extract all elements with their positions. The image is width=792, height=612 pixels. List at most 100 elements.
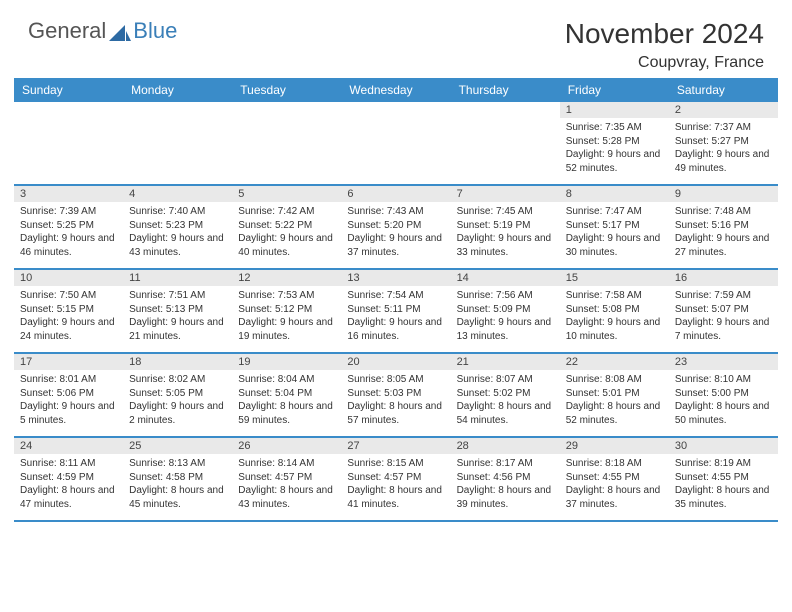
daylight-text: Daylight: 8 hours and 54 minutes. (457, 400, 554, 427)
day-cell: 12Sunrise: 7:53 AMSunset: 5:12 PMDayligh… (232, 270, 341, 352)
sunrise-text: Sunrise: 8:10 AM (675, 373, 772, 387)
day-number: 4 (123, 186, 232, 202)
day-cell: 21Sunrise: 8:07 AMSunset: 5:02 PMDayligh… (451, 354, 560, 436)
day-cell: 26Sunrise: 8:14 AMSunset: 4:57 PMDayligh… (232, 438, 341, 520)
day-number: 8 (560, 186, 669, 202)
day-content: Sunrise: 7:50 AMSunset: 5:15 PMDaylight:… (14, 286, 123, 343)
sunset-text: Sunset: 5:15 PM (20, 303, 117, 317)
day-cell: 14Sunrise: 7:56 AMSunset: 5:09 PMDayligh… (451, 270, 560, 352)
daylight-text: Daylight: 9 hours and 24 minutes. (20, 316, 117, 343)
sunset-text: Sunset: 5:04 PM (238, 387, 335, 401)
sunset-text: Sunset: 5:00 PM (675, 387, 772, 401)
day-cell: 30Sunrise: 8:19 AMSunset: 4:55 PMDayligh… (669, 438, 778, 520)
day-cell: 18Sunrise: 8:02 AMSunset: 5:05 PMDayligh… (123, 354, 232, 436)
sunrise-text: Sunrise: 7:50 AM (20, 289, 117, 303)
sunset-text: Sunset: 5:08 PM (566, 303, 663, 317)
day-cell: 11Sunrise: 7:51 AMSunset: 5:13 PMDayligh… (123, 270, 232, 352)
sunset-text: Sunset: 4:56 PM (457, 471, 554, 485)
day-cell: 16Sunrise: 7:59 AMSunset: 5:07 PMDayligh… (669, 270, 778, 352)
sunrise-text: Sunrise: 8:01 AM (20, 373, 117, 387)
day-cell: 13Sunrise: 7:54 AMSunset: 5:11 PMDayligh… (341, 270, 450, 352)
daylight-text: Daylight: 9 hours and 5 minutes. (20, 400, 117, 427)
daylight-text: Daylight: 9 hours and 19 minutes. (238, 316, 335, 343)
sunset-text: Sunset: 4:57 PM (238, 471, 335, 485)
daylight-text: Daylight: 9 hours and 16 minutes. (347, 316, 444, 343)
week-row: 17Sunrise: 8:01 AMSunset: 5:06 PMDayligh… (14, 354, 778, 438)
sunset-text: Sunset: 5:22 PM (238, 219, 335, 233)
sunset-text: Sunset: 4:59 PM (20, 471, 117, 485)
day-content: Sunrise: 7:53 AMSunset: 5:12 PMDaylight:… (232, 286, 341, 343)
day-content: Sunrise: 8:04 AMSunset: 5:04 PMDaylight:… (232, 370, 341, 427)
day-header-thursday: Thursday (451, 78, 560, 102)
sunrise-text: Sunrise: 8:17 AM (457, 457, 554, 471)
sunrise-text: Sunrise: 8:08 AM (566, 373, 663, 387)
logo-text-general: General (28, 18, 106, 44)
title-block: November 2024 Coupvray, France (565, 18, 764, 72)
sunset-text: Sunset: 5:16 PM (675, 219, 772, 233)
week-row: 3Sunrise: 7:39 AMSunset: 5:25 PMDaylight… (14, 186, 778, 270)
daylight-text: Daylight: 8 hours and 41 minutes. (347, 484, 444, 511)
day-content: Sunrise: 8:11 AMSunset: 4:59 PMDaylight:… (14, 454, 123, 511)
sunrise-text: Sunrise: 8:18 AM (566, 457, 663, 471)
day-cell: 27Sunrise: 8:15 AMSunset: 4:57 PMDayligh… (341, 438, 450, 520)
sunrise-text: Sunrise: 8:15 AM (347, 457, 444, 471)
daylight-text: Daylight: 9 hours and 40 minutes. (238, 232, 335, 259)
day-number: 12 (232, 270, 341, 286)
daylight-text: Daylight: 9 hours and 2 minutes. (129, 400, 226, 427)
sunset-text: Sunset: 4:58 PM (129, 471, 226, 485)
logo-text-blue: Blue (133, 18, 177, 44)
day-number: 19 (232, 354, 341, 370)
day-content: Sunrise: 7:35 AMSunset: 5:28 PMDaylight:… (560, 118, 669, 175)
logo: General Blue (28, 18, 177, 44)
day-number: 25 (123, 438, 232, 454)
sunset-text: Sunset: 5:19 PM (457, 219, 554, 233)
sunrise-text: Sunrise: 8:07 AM (457, 373, 554, 387)
day-cell (123, 102, 232, 184)
day-number: 10 (14, 270, 123, 286)
day-number: 13 (341, 270, 450, 286)
daylight-text: Daylight: 8 hours and 45 minutes. (129, 484, 226, 511)
daylight-text: Daylight: 8 hours and 52 minutes. (566, 400, 663, 427)
day-number: 23 (669, 354, 778, 370)
day-cell: 9Sunrise: 7:48 AMSunset: 5:16 PMDaylight… (669, 186, 778, 268)
day-number (14, 102, 123, 106)
sunset-text: Sunset: 4:55 PM (566, 471, 663, 485)
day-content: Sunrise: 8:10 AMSunset: 5:00 PMDaylight:… (669, 370, 778, 427)
day-number: 6 (341, 186, 450, 202)
sunset-text: Sunset: 5:05 PM (129, 387, 226, 401)
day-cell: 29Sunrise: 8:18 AMSunset: 4:55 PMDayligh… (560, 438, 669, 520)
daylight-text: Daylight: 9 hours and 7 minutes. (675, 316, 772, 343)
day-cell (14, 102, 123, 184)
day-number: 17 (14, 354, 123, 370)
daylight-text: Daylight: 8 hours and 35 minutes. (675, 484, 772, 511)
month-title: November 2024 (565, 18, 764, 50)
day-cell: 25Sunrise: 8:13 AMSunset: 4:58 PMDayligh… (123, 438, 232, 520)
day-header-wednesday: Wednesday (341, 78, 450, 102)
sunset-text: Sunset: 4:57 PM (347, 471, 444, 485)
sunset-text: Sunset: 5:17 PM (566, 219, 663, 233)
day-header-monday: Monday (123, 78, 232, 102)
day-content: Sunrise: 7:54 AMSunset: 5:11 PMDaylight:… (341, 286, 450, 343)
day-content: Sunrise: 8:18 AMSunset: 4:55 PMDaylight:… (560, 454, 669, 511)
day-number: 18 (123, 354, 232, 370)
daylight-text: Daylight: 9 hours and 13 minutes. (457, 316, 554, 343)
day-content: Sunrise: 7:45 AMSunset: 5:19 PMDaylight:… (451, 202, 560, 259)
daylight-text: Daylight: 9 hours and 30 minutes. (566, 232, 663, 259)
day-cell: 10Sunrise: 7:50 AMSunset: 5:15 PMDayligh… (14, 270, 123, 352)
day-content: Sunrise: 8:14 AMSunset: 4:57 PMDaylight:… (232, 454, 341, 511)
day-cell: 23Sunrise: 8:10 AMSunset: 5:00 PMDayligh… (669, 354, 778, 436)
location: Coupvray, France (565, 54, 764, 72)
daylight-text: Daylight: 9 hours and 49 minutes. (675, 148, 772, 175)
sunrise-text: Sunrise: 7:56 AM (457, 289, 554, 303)
day-number: 7 (451, 186, 560, 202)
day-content: Sunrise: 8:08 AMSunset: 5:01 PMDaylight:… (560, 370, 669, 427)
sunset-text: Sunset: 5:12 PM (238, 303, 335, 317)
day-cell: 3Sunrise: 7:39 AMSunset: 5:25 PMDaylight… (14, 186, 123, 268)
sunrise-text: Sunrise: 8:05 AM (347, 373, 444, 387)
daylight-text: Daylight: 9 hours and 37 minutes. (347, 232, 444, 259)
daylight-text: Daylight: 8 hours and 50 minutes. (675, 400, 772, 427)
day-number: 3 (14, 186, 123, 202)
sunset-text: Sunset: 5:01 PM (566, 387, 663, 401)
day-cell: 4Sunrise: 7:40 AMSunset: 5:23 PMDaylight… (123, 186, 232, 268)
day-number: 9 (669, 186, 778, 202)
